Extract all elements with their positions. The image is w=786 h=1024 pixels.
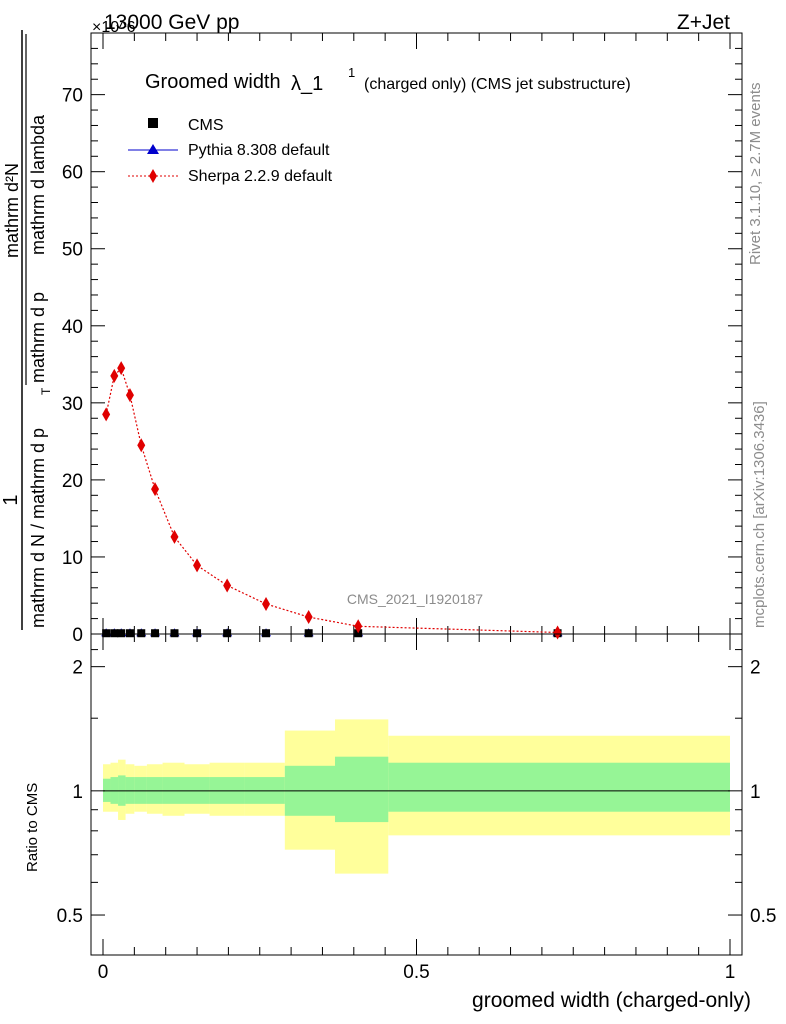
sherpa-point bbox=[304, 610, 313, 625]
cms-point bbox=[304, 629, 313, 638]
ratio-ytick-label-2: 2 bbox=[72, 658, 83, 679]
cms-point bbox=[262, 629, 271, 638]
ylabel-one: 1 bbox=[0, 494, 22, 505]
sherpa-point bbox=[125, 388, 134, 403]
cms-point bbox=[102, 629, 111, 638]
x-axis-label: groomed width (charged-only) bbox=[472, 989, 751, 1012]
ylabel-main: mathrm d N / mathrm d p bbox=[28, 428, 48, 628]
ylabel-rest2: mathrm d lambda bbox=[28, 114, 48, 255]
sherpa-point bbox=[110, 368, 119, 383]
sherpa-point bbox=[102, 407, 111, 422]
legend-sherpa-marker bbox=[149, 169, 157, 183]
legend: CMS Pythia 8.308 default Sherpa 2.2.9 de… bbox=[128, 117, 333, 185]
ratio-band-inner-0 bbox=[103, 778, 111, 802]
ratio-ytick-label-right-0: 0.5 bbox=[750, 906, 776, 927]
sherpa-point bbox=[151, 482, 160, 497]
main-ytick-label-4: 40 bbox=[62, 317, 83, 338]
ratio-ytick-label-right-1: 1 bbox=[750, 782, 761, 803]
sherpa-point bbox=[137, 438, 146, 453]
main-ytick-label-5: 50 bbox=[62, 240, 83, 261]
sherpa-point bbox=[262, 596, 271, 611]
analysis-watermark: CMS_2021_I1920187 bbox=[347, 591, 483, 607]
ratio-x-ticks: 0 0.5 1 bbox=[98, 634, 736, 983]
sherpa-point bbox=[354, 619, 363, 634]
ylabel-num: mathrm d²N bbox=[2, 163, 22, 258]
plot-title-sub: (charged only) (CMS jet substructure) bbox=[364, 76, 631, 93]
cms-point bbox=[193, 629, 202, 638]
sherpa-line bbox=[105, 366, 558, 634]
sherpa-point bbox=[223, 578, 232, 593]
ratio-y-ticks: 0.5 0.5 1 1 2 2 bbox=[57, 649, 776, 927]
ratio-ytick-label-0: 0.5 bbox=[57, 906, 83, 927]
mcplots-label: mcplots.cern.ch [arXiv:1306.3436] bbox=[751, 401, 768, 628]
legend-cms-marker bbox=[148, 118, 158, 128]
ylabel-sub: T bbox=[39, 387, 53, 395]
sherpa-point bbox=[193, 558, 202, 573]
cms-point bbox=[223, 629, 232, 638]
cms-point bbox=[137, 629, 146, 638]
ratio-bands-layer bbox=[103, 719, 730, 874]
sherpa-point bbox=[117, 361, 126, 376]
main-y-ticks: 0 10 20 30 40 50 60 70 bbox=[62, 47, 742, 646]
ratio-band-inner-12 bbox=[388, 762, 730, 812]
ratio-y-label: Ratio to CMS bbox=[24, 783, 41, 872]
cms-point bbox=[125, 629, 134, 638]
legend-sherpa-label: Sherpa 2.2.9 default bbox=[188, 168, 333, 185]
cms-point bbox=[110, 629, 119, 638]
ratio-xtick-label-2: 1 bbox=[725, 962, 736, 983]
plot-title-lambda: λ_1 bbox=[291, 73, 323, 95]
cms-point bbox=[117, 629, 126, 638]
sherpa-point bbox=[553, 625, 562, 640]
ylabel-rest: mathrm d p bbox=[28, 292, 48, 383]
ratio-ytick-label-1: 1 bbox=[72, 782, 83, 803]
cms-point bbox=[151, 629, 160, 638]
cms-point bbox=[170, 629, 179, 638]
ratio-xtick-label-1: 0.5 bbox=[403, 962, 429, 983]
main-ytick-label-2: 20 bbox=[62, 471, 83, 492]
process-label: Z+Jet bbox=[677, 11, 730, 34]
main-ytick-label-6: 60 bbox=[62, 163, 83, 184]
ratio-band-inner-11 bbox=[334, 756, 389, 823]
main-x-ticks bbox=[102, 33, 731, 634]
rivet-label: Rivet 3.1.10, ≥ 2.7M events bbox=[747, 83, 764, 266]
energy-label: 13000 GeV pp bbox=[104, 11, 239, 34]
legend-pythia-label: Pythia 8.308 default bbox=[188, 142, 330, 159]
main-ytick-label-7: 70 bbox=[62, 86, 83, 107]
main-ytick-label-1: 10 bbox=[62, 548, 83, 569]
legend-cms-label: CMS bbox=[188, 117, 224, 134]
plot-title-main: Groomed width bbox=[145, 71, 281, 93]
main-ytick-label-3: 30 bbox=[62, 394, 83, 415]
sherpa-point bbox=[170, 529, 179, 544]
multiplier-label: ×10^6 bbox=[92, 19, 136, 36]
plot-title-sup: 1 bbox=[348, 65, 355, 80]
main-data-layer bbox=[101, 361, 563, 640]
ratio-ytick-label-right-2: 2 bbox=[750, 658, 761, 679]
main-y-label: 1 mathrm d N / mathrm d p T mathrm d p m… bbox=[0, 30, 53, 630]
main-ytick-label-0: 0 bbox=[72, 625, 83, 646]
legend-pythia-marker bbox=[147, 144, 159, 154]
ratio-xtick-label-0: 0 bbox=[98, 962, 109, 983]
